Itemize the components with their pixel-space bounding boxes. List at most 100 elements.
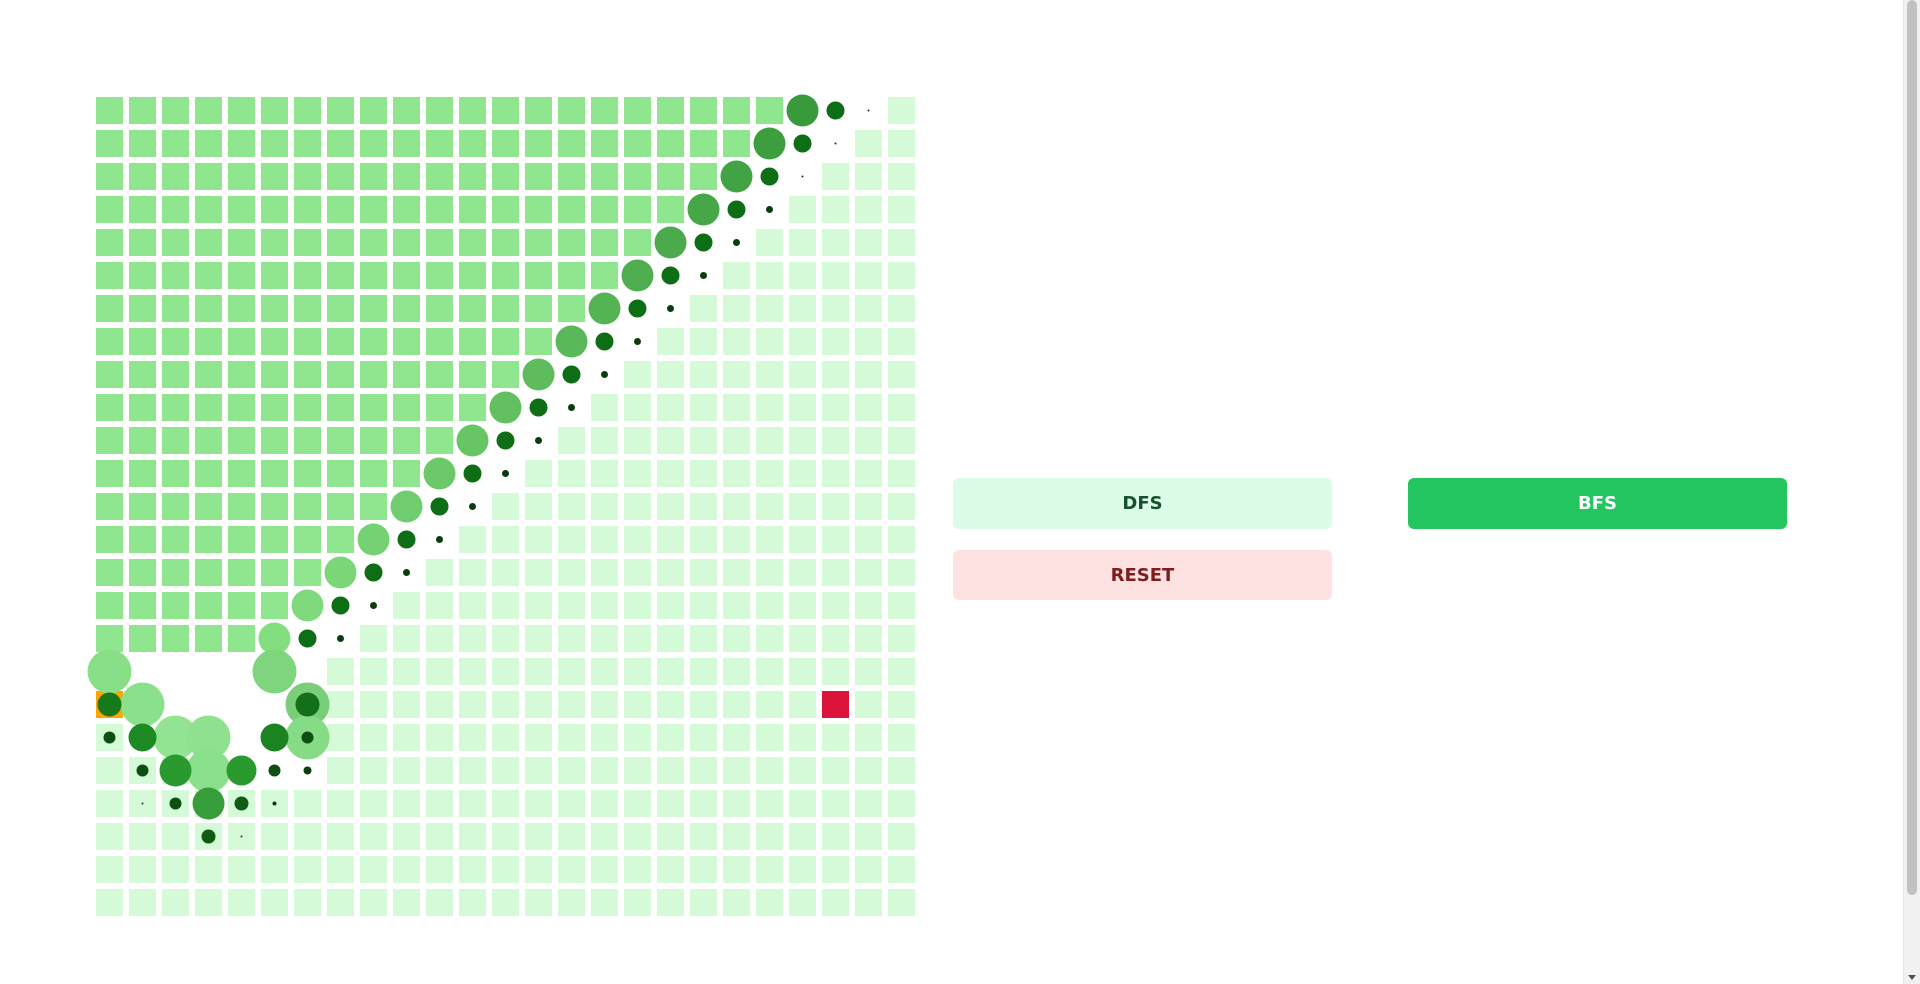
grid-cell[interactable] [624, 691, 651, 718]
grid-cell[interactable] [789, 526, 816, 553]
grid-cell[interactable] [261, 295, 288, 322]
grid-cell[interactable] [789, 823, 816, 850]
grid-cell[interactable] [492, 823, 519, 850]
grid-cell[interactable] [756, 328, 783, 355]
grid-cell[interactable] [756, 262, 783, 289]
grid-cell[interactable] [162, 493, 189, 520]
grid-cell[interactable] [822, 163, 849, 190]
grid-cell[interactable] [96, 163, 123, 190]
grid-cell[interactable] [195, 97, 222, 124]
grid-cell[interactable] [492, 196, 519, 223]
grid-cell[interactable] [261, 262, 288, 289]
grid-cell[interactable] [162, 592, 189, 619]
grid-cell[interactable] [426, 361, 453, 388]
grid-cell[interactable] [723, 460, 750, 487]
grid-cell[interactable] [558, 493, 585, 520]
grid-cell[interactable] [855, 625, 882, 652]
grid-cell[interactable] [888, 658, 915, 685]
grid-cell[interactable] [228, 889, 255, 916]
grid-cell[interactable] [789, 262, 816, 289]
grid-cell[interactable] [195, 196, 222, 223]
grid-cell[interactable] [624, 724, 651, 751]
grid-cell[interactable] [294, 295, 321, 322]
grid-cell[interactable] [492, 559, 519, 586]
grid-cell[interactable] [360, 295, 387, 322]
grid-cell[interactable] [723, 394, 750, 421]
grid-cell[interactable] [657, 757, 684, 784]
grid-cell[interactable] [459, 295, 486, 322]
grid-cell[interactable] [261, 823, 288, 850]
grid-cell[interactable] [393, 790, 420, 817]
grid-cell[interactable] [426, 559, 453, 586]
grid-cell[interactable] [690, 790, 717, 817]
grid-cell[interactable] [129, 625, 156, 652]
grid-cell[interactable] [558, 790, 585, 817]
grid-cell[interactable] [261, 427, 288, 454]
grid-cell[interactable] [327, 394, 354, 421]
grid-cell[interactable] [756, 823, 783, 850]
grid-cell[interactable] [96, 823, 123, 850]
grid-cell[interactable] [558, 229, 585, 256]
grid-cell[interactable] [96, 427, 123, 454]
grid-cell[interactable] [195, 427, 222, 454]
grid-cell[interactable] [327, 361, 354, 388]
grid-cell[interactable] [657, 790, 684, 817]
grid-cell[interactable] [393, 625, 420, 652]
grid-cell[interactable] [756, 757, 783, 784]
grid-cell[interactable] [162, 295, 189, 322]
grid-cell[interactable] [723, 295, 750, 322]
grid-cell[interactable] [690, 97, 717, 124]
grid-cell[interactable] [723, 427, 750, 454]
grid-cell[interactable] [426, 229, 453, 256]
grid-cell[interactable] [327, 493, 354, 520]
grid-cell[interactable] [162, 262, 189, 289]
grid-cell[interactable] [690, 823, 717, 850]
grid-cell[interactable] [855, 427, 882, 454]
grid-cell[interactable] [558, 625, 585, 652]
grid-cell[interactable] [822, 295, 849, 322]
grid-cell[interactable] [261, 394, 288, 421]
grid-cell[interactable] [723, 493, 750, 520]
grid-cell[interactable] [525, 97, 552, 124]
grid-cell[interactable] [591, 592, 618, 619]
grid-cell[interactable] [723, 823, 750, 850]
grid-cell[interactable] [525, 691, 552, 718]
grid-cell[interactable] [888, 163, 915, 190]
grid-cell[interactable] [624, 229, 651, 256]
grid-cell[interactable] [591, 427, 618, 454]
grid-cell[interactable] [525, 790, 552, 817]
grid-cell[interactable] [195, 526, 222, 553]
grid-cell[interactable] [360, 328, 387, 355]
grid-cell[interactable] [855, 592, 882, 619]
grid-cell[interactable] [393, 658, 420, 685]
grid-cell[interactable] [294, 262, 321, 289]
grid-cell[interactable] [162, 130, 189, 157]
grid-cell[interactable] [822, 526, 849, 553]
grid-cell[interactable] [855, 856, 882, 883]
grid-cell[interactable] [393, 823, 420, 850]
grid-cell[interactable] [195, 856, 222, 883]
grid-cell[interactable] [525, 625, 552, 652]
grid-cell[interactable] [162, 625, 189, 652]
grid-cell[interactable] [888, 823, 915, 850]
grid-cell[interactable] [591, 691, 618, 718]
grid-cell[interactable] [228, 361, 255, 388]
grid-cell[interactable] [591, 889, 618, 916]
grid-cell[interactable] [228, 526, 255, 553]
grid-cell[interactable] [195, 889, 222, 916]
grid-cell[interactable] [393, 889, 420, 916]
grid-cell[interactable] [96, 493, 123, 520]
grid-cell[interactable] [756, 361, 783, 388]
grid-cell[interactable] [129, 559, 156, 586]
grid-cell[interactable] [327, 460, 354, 487]
grid-cell[interactable] [789, 691, 816, 718]
grid-cell[interactable] [96, 394, 123, 421]
grid-cell[interactable] [96, 295, 123, 322]
grid-cell[interactable] [723, 328, 750, 355]
grid-cell[interactable] [261, 361, 288, 388]
grid-cell[interactable] [492, 229, 519, 256]
grid-cell[interactable] [228, 394, 255, 421]
grid-cell[interactable] [96, 757, 123, 784]
grid-cell[interactable] [690, 295, 717, 322]
grid-cell[interactable] [195, 592, 222, 619]
